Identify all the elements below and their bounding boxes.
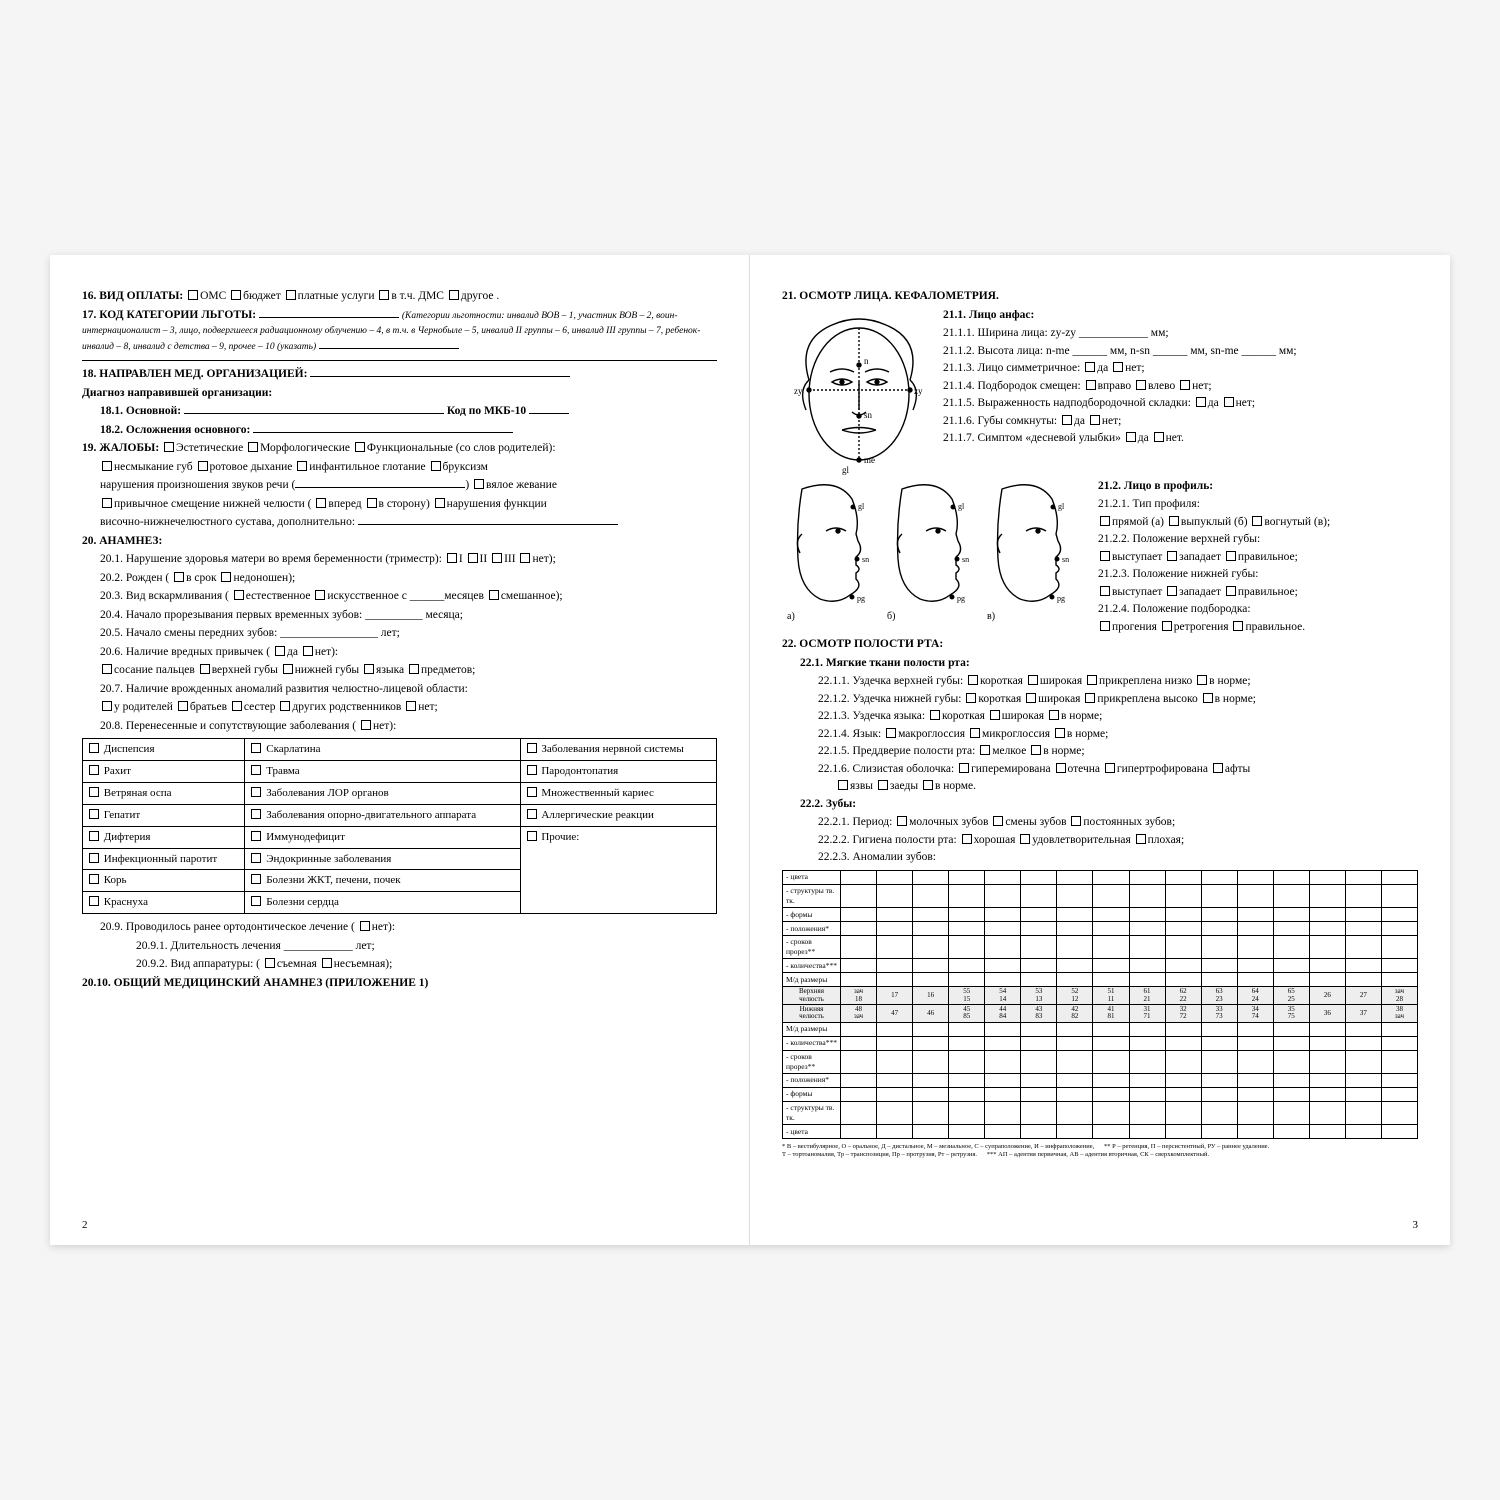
face-profile-diagram: gl sn pg а) б) в) <box>782 479 1092 629</box>
svg-text:pg: pg <box>857 594 865 603</box>
disease-cell: Эндокринные заболевания <box>245 848 520 870</box>
disease-cell: Гепатит <box>83 804 245 826</box>
cb-paid[interactable] <box>286 290 296 300</box>
page-right: 21. ОСМОТР ЛИЦА. КЕФАЛОМЕТРИЯ. n zy <box>750 255 1450 1245</box>
s20-title: 20. АНАМНЕЗ: <box>82 534 717 550</box>
s16-title: 16. ВИД ОПЛАТЫ: <box>82 290 183 302</box>
s22-title: 22. ОСМОТР ПОЛОСТИ РТА: <box>782 637 1418 653</box>
cb-dms[interactable] <box>379 290 389 300</box>
s21-title: 21. ОСМОТР ЛИЦА. КЕФАЛОМЕТРИЯ. <box>782 289 1418 305</box>
disease-cell: Заболевания нервной системы <box>520 739 716 761</box>
footnotes: * В – вестибулярное, О – оральное, Д – д… <box>782 1143 1418 1159</box>
disease-cell: Пародонтопатия <box>520 761 716 783</box>
disease-cell: Заболевания ЛОР органов <box>245 783 520 805</box>
book-spread: 16. ВИД ОПЛАТЫ: ОМС бюджет платные услуг… <box>50 255 1450 1245</box>
svg-text:gl: gl <box>858 502 865 511</box>
s18-title: 18. НАПРАВЛЕН МЕД. ОРГАНИЗАЦИЕЙ: <box>82 368 307 380</box>
svg-text:zy: zy <box>914 386 923 396</box>
s20-10: 20.10. ОБЩИЙ МЕДИЦИНСКИЙ АНАМНЕЗ (ПРИЛОЖ… <box>82 976 717 992</box>
s17-title: 17. КОД КАТЕГОРИИ ЛЬГОТЫ: <box>82 309 256 321</box>
svg-text:sn: sn <box>864 410 873 420</box>
disease-cell: Краснуха <box>83 892 245 914</box>
disease-cell: Скарлатина <box>245 739 520 761</box>
disease-cell: Корь <box>83 870 245 892</box>
disease-cell: Болезни ЖКТ, печени, почек <box>245 870 520 892</box>
svg-text:me: me <box>864 455 875 465</box>
svg-text:sn: sn <box>862 555 869 564</box>
page-num-right: 3 <box>1413 1218 1419 1233</box>
page-left: 16. ВИД ОПЛАТЫ: ОМС бюджет платные услуг… <box>50 255 750 1245</box>
page-num-left: 2 <box>82 1218 88 1233</box>
svg-text:zy: zy <box>794 386 803 396</box>
cb-budget[interactable] <box>231 290 241 300</box>
svg-text:б): б) <box>887 611 895 622</box>
disease-cell: Диспепсия <box>83 739 245 761</box>
disease-cell: Рахит <box>83 761 245 783</box>
disease-cell: Инфекционный паротит <box>83 848 245 870</box>
disease-cell: Иммунодефицит <box>245 826 520 848</box>
disease-cell: Множественный кариес <box>520 783 716 805</box>
disease-table: Диспепсия Скарлатина Заболевания нервной… <box>82 738 717 914</box>
svg-text:в): в) <box>987 611 995 622</box>
tooth-chart: - цвета- структуры тв. тк.- формы- полож… <box>782 870 1418 1139</box>
svg-text:gl: gl <box>842 465 850 475</box>
disease-cell: Заболевания опорно-двигательного аппарат… <box>245 804 520 826</box>
disease-cell: Ветряная оспа <box>83 783 245 805</box>
disease-cell: Болезни сердца <box>245 892 520 914</box>
cb-other[interactable] <box>449 290 459 300</box>
s18-diag: Диагноз направившей организации: <box>82 386 717 402</box>
disease-cell: Прочие: <box>520 826 716 913</box>
svg-text:а): а) <box>787 611 795 622</box>
disease-cell: Травма <box>245 761 520 783</box>
disease-cell: Аллергические реакции <box>520 804 716 826</box>
cb-oms[interactable] <box>188 290 198 300</box>
face-front-diagram: n zy zy sn me gl <box>782 310 937 475</box>
s19-title: 19. ЖАЛОБЫ: <box>82 442 159 454</box>
svg-text:n: n <box>864 356 869 366</box>
disease-cell: Дифтерия <box>83 826 245 848</box>
